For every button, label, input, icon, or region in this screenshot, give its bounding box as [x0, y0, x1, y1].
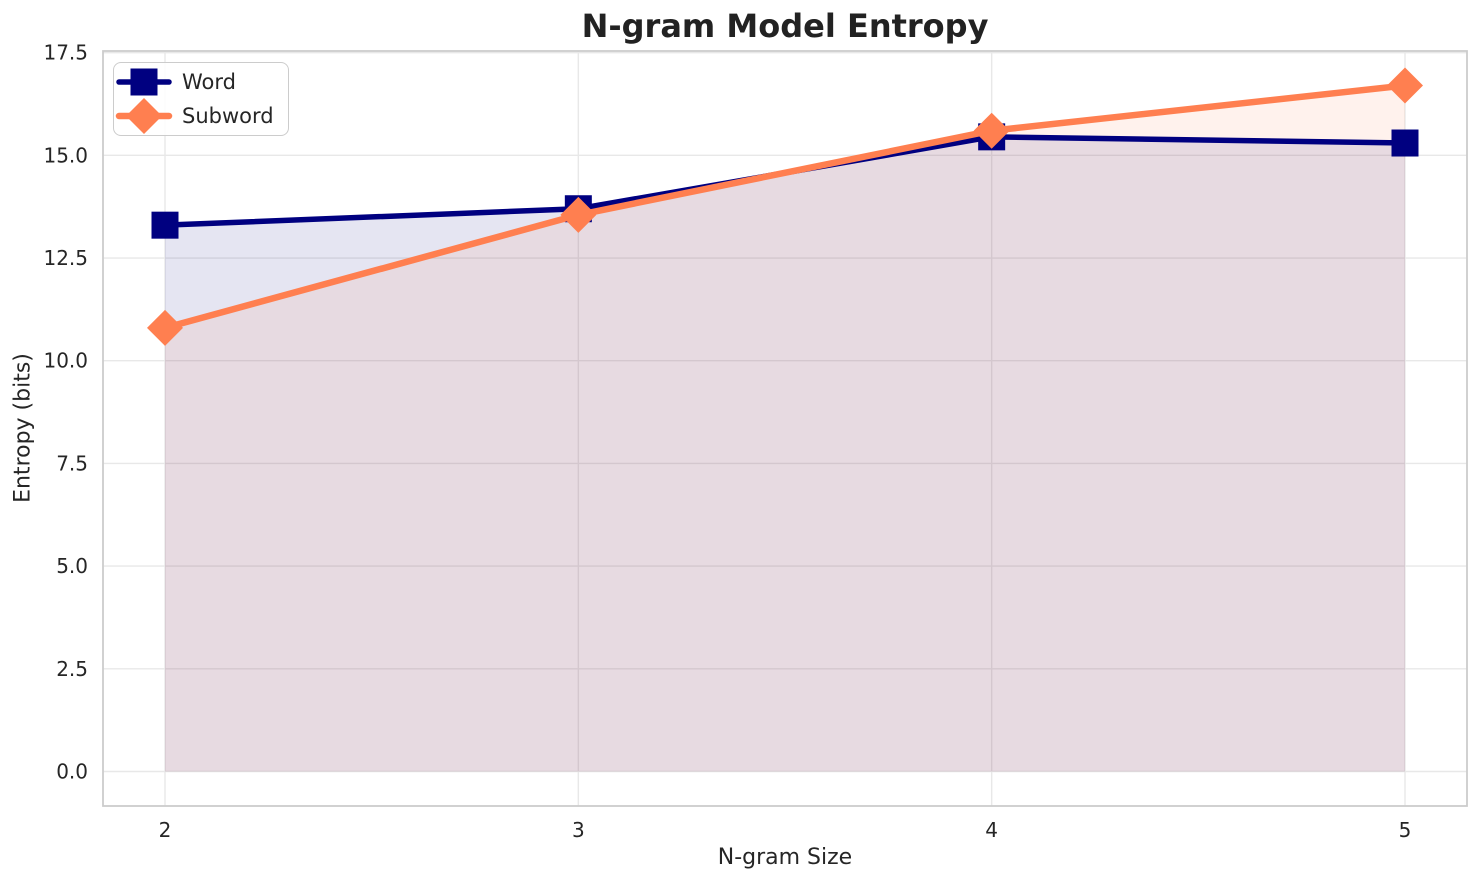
axes-frame	[102, 50, 1468, 807]
data-point-marker-square	[1391, 129, 1419, 157]
series-area-word	[165, 136, 1405, 772]
data-point-marker-diamond	[1387, 67, 1423, 104]
x-tick-label: 4	[985, 818, 998, 842]
series-line-subword	[161, 82, 1409, 332]
chart-title: N-gram Model Entropy	[581, 7, 989, 45]
y-tick-label: 2.5	[56, 657, 88, 681]
y-tick-label: 5.0	[56, 554, 88, 578]
data-point-marker-diamond	[973, 112, 1010, 149]
legend-square-icon	[116, 68, 172, 96]
data-point-marker-diamond	[560, 196, 597, 233]
y-axis-label: Entropy (bits)	[10, 353, 36, 503]
x-tick-label: 3	[572, 818, 585, 842]
data-point-marker-square	[151, 211, 179, 239]
legend-item-label: Subword	[182, 104, 274, 128]
y-tick-label: 12.5	[43, 246, 88, 270]
legend-diamond-icon	[115, 98, 173, 134]
y-tick-label: 10.0	[43, 349, 88, 373]
legend-item-label: Word	[182, 70, 236, 94]
x-axis-label: N-gram Size	[717, 845, 853, 870]
legend-item: Subword	[115, 98, 274, 134]
y-tick-label: 17.5	[43, 41, 88, 65]
x-tick-label: 5	[1399, 818, 1412, 842]
series-area-subword	[165, 85, 1405, 772]
y-tick-label: 0.0	[56, 759, 88, 783]
x-tick-label: 2	[159, 818, 172, 842]
legend-item: Word	[116, 65, 274, 99]
data-point-marker-diamond	[147, 309, 183, 346]
y-tick-label: 7.5	[56, 451, 88, 475]
legend: Word Subword	[113, 62, 289, 136]
y-tick-label: 15.0	[43, 143, 88, 167]
